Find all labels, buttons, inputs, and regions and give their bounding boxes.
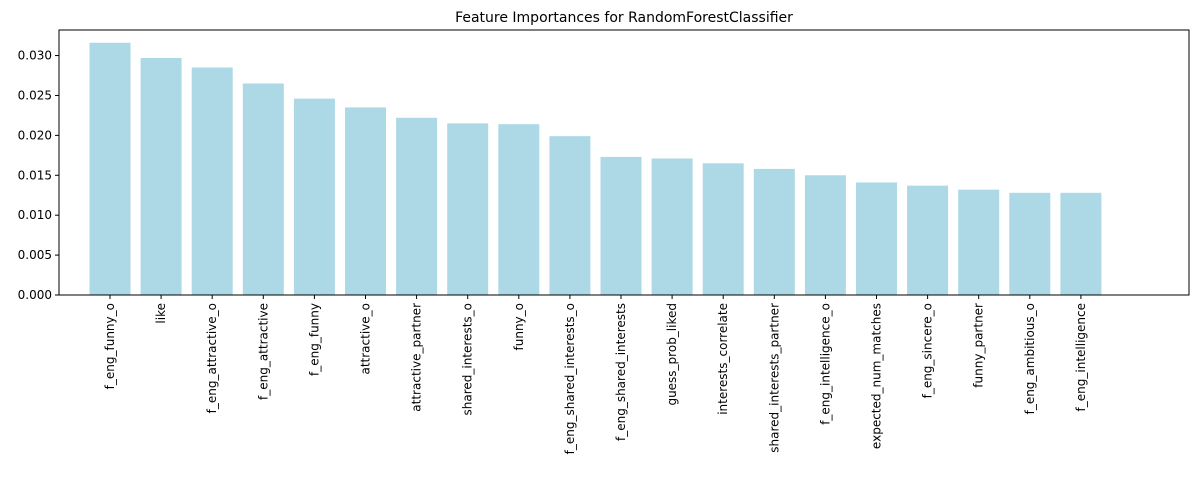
y-tick-label: 0.000: [18, 288, 52, 302]
x-tick-label: f_eng_shared_interests_o: [563, 303, 577, 454]
bar-shared_interests_o: [447, 123, 489, 295]
x-tick-label: shared_interests_partner: [767, 303, 781, 453]
y-tick-label: 0.005: [18, 248, 52, 262]
bar-guess_prob_liked: [651, 158, 693, 295]
bar-shared_interests_partner: [753, 168, 795, 295]
x-tick-label: guess_prob_liked: [665, 303, 679, 406]
x-tick-label: f_eng_funny_o: [103, 303, 117, 389]
bar-funny_partner: [958, 189, 1000, 295]
x-tick-label: attractive_partner: [410, 303, 424, 412]
y-axis: 0.000 0.005 0.010 0.015 0.020 0.025 0.030: [18, 49, 59, 302]
x-tick-label: funny_partner: [972, 303, 986, 388]
bar-interests_correlate: [702, 163, 744, 295]
y-tick-label: 0.020: [18, 128, 52, 142]
x-tick-label: expected_num_matches: [870, 303, 884, 449]
x-tick-label: f_eng_intelligence_o: [818, 303, 832, 425]
bar-expected_num_matches: [856, 182, 897, 295]
bar-attractive_partner: [396, 117, 438, 295]
y-tick-label: 0.025: [18, 88, 52, 102]
bar-f_eng_attractive_o: [191, 67, 233, 296]
x-tick-label: f_eng_shared_interests: [614, 303, 628, 441]
bar-f_eng_funny_o: [89, 42, 131, 295]
bar-f_eng_shared_interests: [600, 156, 642, 295]
bar-f_eng_intelligence_o: [804, 175, 846, 295]
x-tick-label: f_eng_intelligence: [1074, 303, 1088, 411]
x-tick-label: shared_interests_o: [461, 303, 475, 416]
x-tick-label: f_eng_sincere_o: [921, 303, 935, 398]
bar-attractive_o: [345, 107, 386, 295]
bar-f_eng_attractive: [242, 83, 284, 295]
x-tick-label: f_eng_attractive: [256, 303, 270, 400]
y-tick-label: 0.015: [18, 168, 52, 182]
bar-f_eng_shared_interests_o: [549, 136, 591, 295]
x-tick-label: attractive_o: [359, 303, 373, 375]
plot-frame: [58, 29, 1190, 296]
x-tick-label: f_eng_funny: [307, 303, 321, 376]
bars-group: [89, 42, 1102, 296]
bar-f_eng_intelligence: [1060, 192, 1102, 295]
bar-f_eng_ambitious_o: [1009, 192, 1051, 295]
bar-funny_o: [498, 124, 540, 295]
bar-like: [140, 57, 182, 295]
x-tick-label: funny_o: [512, 303, 526, 350]
bar-f_eng_sincere_o: [907, 185, 949, 295]
x-tick-label: like: [154, 303, 168, 324]
y-tick-label: 0.030: [18, 49, 52, 63]
y-tick-label: 0.010: [18, 208, 52, 222]
chart-title: Feature Importances for RandomForestClas…: [455, 10, 793, 26]
x-tick-label: interests_correlate: [716, 303, 730, 415]
bar-f_eng_funny: [293, 98, 335, 295]
x-tick-label: f_eng_ambitious_o: [1023, 303, 1037, 414]
x-axis: f_eng_funny_o like f_eng_attractive_o f_eng…: [103, 295, 1088, 454]
x-tick-label: f_eng_attractive_o: [205, 303, 219, 413]
